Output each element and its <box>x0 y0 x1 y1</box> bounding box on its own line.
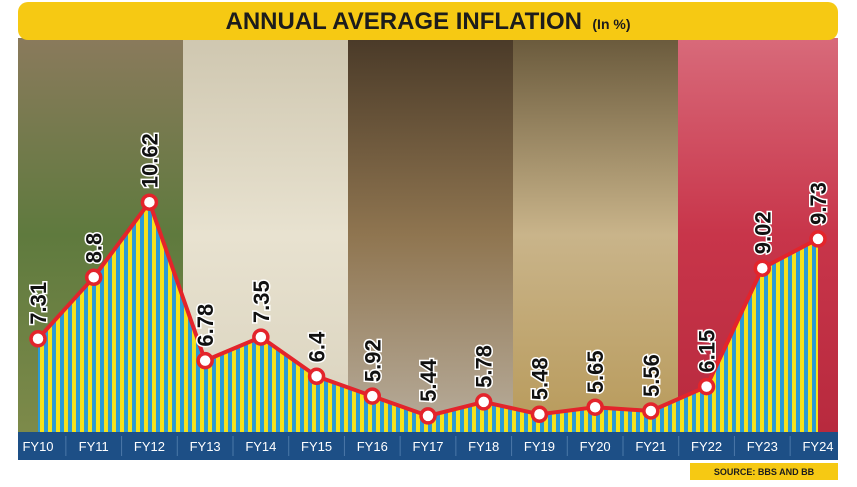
marker <box>196 351 214 370</box>
source-box <box>690 463 838 480</box>
x-tick-label: FY15 <box>301 439 332 454</box>
marker <box>363 387 382 405</box>
marker <box>474 393 493 411</box>
x-tick-label: FY23 <box>747 439 778 454</box>
marker <box>530 405 549 424</box>
value-label: 7.31 <box>26 282 51 325</box>
marker <box>753 259 772 277</box>
x-tick-label: FY18 <box>468 439 499 454</box>
marker <box>307 367 326 386</box>
unit-label: (In %) <box>592 16 630 32</box>
x-tick-label: FY17 <box>412 439 443 454</box>
x-tick-label: FY22 <box>691 439 722 454</box>
x-tick-label: FY12 <box>134 439 165 454</box>
photo-panel <box>513 38 678 432</box>
marker <box>29 330 47 348</box>
value-label: 6.15 <box>695 330 720 373</box>
marker <box>642 402 660 420</box>
value-label: 5.48 <box>527 357 552 400</box>
title-bar <box>18 2 838 40</box>
marker <box>809 230 827 248</box>
x-tick-label: FY10 <box>22 439 53 454</box>
marker <box>586 398 604 416</box>
value-label: 8.8 <box>82 233 107 264</box>
chart-title: ANNUAL AVERAGE INFLATION <box>226 8 582 35</box>
marker <box>140 193 159 211</box>
x-tick-label: FY14 <box>245 439 276 454</box>
x-tick-label: FY11 <box>79 439 109 454</box>
x-axis: FY10 FY11 FY12 FY13 FY14 FY15 FY16 FY17 FY18 FY19… <box>22 436 834 456</box>
value-label: 7.35 <box>249 280 274 323</box>
value-label: 5.56 <box>639 354 664 397</box>
x-tick-label: FY20 <box>580 439 611 454</box>
value-label: 5.65 <box>583 350 608 393</box>
marker <box>419 407 437 425</box>
x-tick-label: FY24 <box>802 439 833 454</box>
x-tick-label: FY19 <box>524 439 555 454</box>
value-label: 6.4 <box>305 331 330 362</box>
marker <box>84 268 103 287</box>
value-label: 5.44 <box>416 358 441 402</box>
marker <box>697 377 716 396</box>
x-tick-label: FY13 <box>190 439 221 454</box>
photo-panel <box>348 38 513 432</box>
value-label: 9.02 <box>750 211 775 254</box>
x-tick-label: FY21 <box>635 439 666 454</box>
value-label: 5.78 <box>472 345 497 388</box>
value-label: 9.73 <box>806 182 831 225</box>
value-label: 6.78 <box>193 304 218 347</box>
x-tick-label: FY16 <box>357 439 388 454</box>
source: SOURCE: BBS AND BB <box>714 467 815 477</box>
value-label: 10.62 <box>137 133 162 188</box>
axis-bar <box>18 432 838 460</box>
marker <box>252 328 270 346</box>
value-label: 5.92 <box>360 339 385 382</box>
area <box>38 202 818 432</box>
chart-title-group: ANNUAL AVERAGE INFLATION (In %) <box>226 8 631 35</box>
plot-area: 7.31 8.8 10.62 6.78 7.35 6.4 5.92 5.44 5.78 5.48 5… <box>25 132 833 432</box>
